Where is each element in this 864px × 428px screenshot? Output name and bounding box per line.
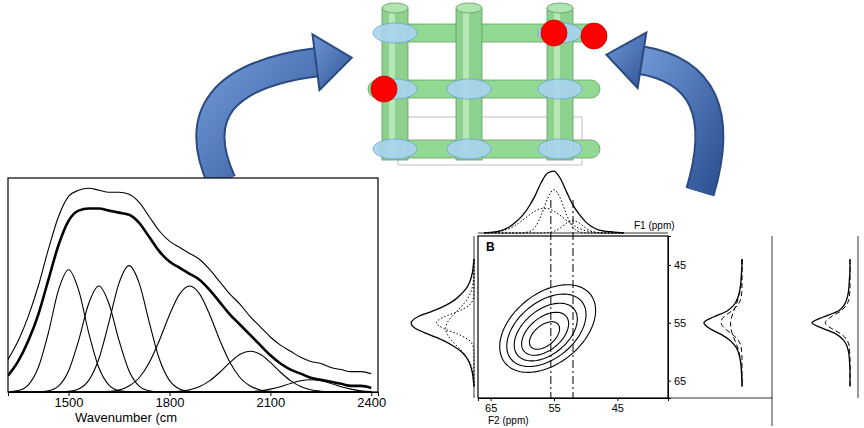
arrow-outline <box>210 62 318 182</box>
tick-label: 45 <box>612 402 624 414</box>
axis-title: F1 (ppm) <box>634 220 675 231</box>
tick: 2400 <box>357 392 386 410</box>
divider <box>858 236 859 398</box>
arrow-body <box>210 62 318 182</box>
framework-bar <box>368 80 600 98</box>
tick: 55 <box>548 398 560 414</box>
arrow-head <box>313 34 352 90</box>
canvas: 1500 1800 2100 2400 Wavenumber (cm 65 55 45 45 55… <box>0 0 864 428</box>
tick-mark <box>668 381 671 382</box>
component-curve <box>8 380 371 392</box>
framework-collar <box>373 139 417 159</box>
projection-curve <box>484 171 623 233</box>
nmr-chart: 65 55 45 45 55 65 B F1 (ppm) F2 (ppm) <box>411 171 858 426</box>
framework-collar <box>447 79 491 99</box>
framework-collar <box>538 139 582 159</box>
divider <box>772 236 773 426</box>
slice-curve <box>812 259 850 386</box>
axis: 65 55 45 <box>479 398 669 414</box>
guest-molecule <box>541 20 567 46</box>
contour <box>514 303 577 361</box>
plot-area <box>8 188 371 392</box>
slice-curve <box>731 259 742 386</box>
tick-label: 65 <box>485 402 497 414</box>
tick-label: 55 <box>548 402 560 414</box>
axis: 1500 1800 2100 2400 <box>9 392 387 410</box>
slice-position <box>550 200 551 398</box>
axis-line <box>669 237 672 399</box>
arrow-head <box>606 33 646 88</box>
component-curve <box>8 351 371 392</box>
tick-label: 1500 <box>55 395 84 410</box>
slice-position <box>573 200 574 398</box>
slice-curve <box>721 259 742 386</box>
tick: 65 <box>668 375 686 387</box>
tick-label: 55 <box>674 317 686 329</box>
contour <box>507 294 586 366</box>
component-curve <box>8 286 371 392</box>
tick: 2100 <box>256 392 285 410</box>
plot-frame <box>8 178 378 392</box>
projection-curve <box>484 209 623 233</box>
tick-label: 45 <box>674 259 686 271</box>
divider <box>668 398 772 399</box>
tick: 1800 <box>155 392 184 410</box>
axis-title: Wavenumber (cm <box>75 410 177 425</box>
axis-title: F2 (ppm) <box>488 415 529 426</box>
tick-label: 2100 <box>256 395 285 410</box>
guest-molecule <box>581 23 607 49</box>
tick-label: 2400 <box>357 395 386 410</box>
component-curve <box>8 270 371 392</box>
tick: 55 <box>668 317 686 329</box>
slice-curve <box>825 259 850 386</box>
tick-label: 1800 <box>155 395 184 410</box>
contour <box>529 322 559 350</box>
arrow-body <box>640 60 709 192</box>
framework <box>368 3 607 165</box>
slice-curve <box>704 259 742 386</box>
tick: 65 <box>485 398 497 414</box>
page: 1500 1800 2100 2400 Wavenumber (cm 65 55 45 45 55… <box>0 0 864 428</box>
guest-molecule <box>371 76 397 102</box>
projection-curve <box>484 190 623 233</box>
tick-mark <box>491 398 492 401</box>
spectrum-curve <box>8 188 371 373</box>
arrow <box>210 34 351 182</box>
framework-collar <box>373 23 417 43</box>
projection-curve <box>446 259 474 386</box>
tick-mark <box>554 398 555 401</box>
tick-mark <box>668 323 671 324</box>
framework-collar <box>447 139 491 159</box>
plot-background <box>8 178 378 392</box>
fit-curve <box>8 209 371 388</box>
tick: 1500 <box>55 392 84 410</box>
tick-label: 65 <box>674 375 686 387</box>
tick-mark <box>668 265 671 266</box>
axis-line <box>479 399 669 402</box>
panel-label: B <box>486 240 495 254</box>
tick: 45 <box>612 398 624 414</box>
axis: 45 55 65 <box>668 237 686 399</box>
projection-curve <box>436 259 474 386</box>
component-curve <box>8 286 371 392</box>
framework-cap <box>456 3 482 13</box>
component-curve <box>8 266 371 392</box>
framework-collar <box>538 79 582 99</box>
plot-area <box>500 285 596 373</box>
tick-mark <box>617 398 618 401</box>
projection-curve <box>411 259 474 386</box>
framework-cap <box>382 3 408 13</box>
tick: 45 <box>668 259 686 271</box>
contour <box>522 312 569 355</box>
framework-cap <box>547 3 573 13</box>
framework-bar <box>398 24 598 42</box>
ir-chart: 1500 1800 2100 2400 Wavenumber (cm <box>8 178 386 425</box>
arrow <box>606 33 709 192</box>
projection-curve <box>484 221 623 233</box>
contour <box>500 285 596 373</box>
arrow-outline <box>640 60 709 192</box>
